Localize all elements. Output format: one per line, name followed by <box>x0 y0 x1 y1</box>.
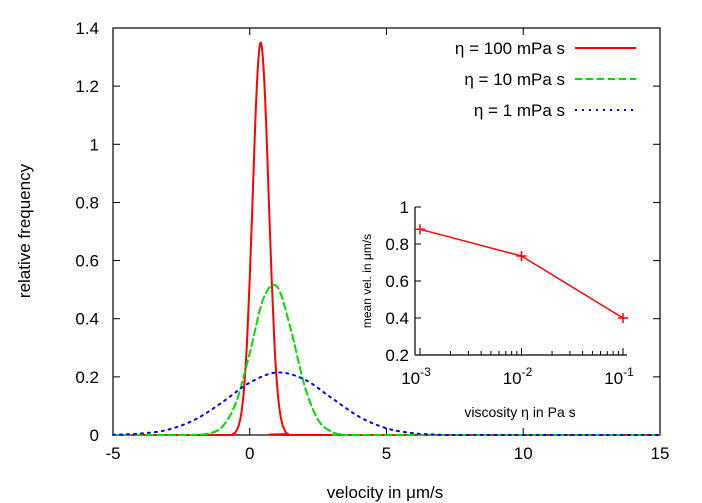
plot-frame <box>112 27 661 436</box>
inset-y-tick-label: 0.2 <box>385 346 409 365</box>
legend-label-2: η = 1 mPa s <box>474 101 565 120</box>
y-tick-label: 0.6 <box>75 252 99 271</box>
series-line-0 <box>112 41 661 437</box>
x-axis-label: velocity in μm/s <box>327 483 444 502</box>
inset-x-tick-label: 10-2 <box>503 365 533 388</box>
inset-x-tick-base: 10 <box>401 369 420 388</box>
inset-x-tick-label: 10-3 <box>401 365 431 388</box>
series-line-1 <box>112 283 661 437</box>
inset-y-tick-label: 1 <box>400 198 409 217</box>
y-tick-label: 1 <box>90 135 99 154</box>
inset-x-tick-exponent: -2 <box>522 365 533 379</box>
inset-data-point <box>516 251 527 262</box>
y-tick-label: 0.2 <box>75 368 99 387</box>
inset-series-line <box>419 228 624 319</box>
y-axis-label: relative frequency <box>15 163 34 298</box>
y-tick-label: 1.2 <box>75 77 99 96</box>
inset-y-tick-label: 0.6 <box>385 272 409 291</box>
inset-x-tick-base: 10 <box>604 369 623 388</box>
x-tick-label: 0 <box>245 444 254 463</box>
inset-x-axis-label: viscosity η in Pa s <box>464 404 575 420</box>
y-tick-label: 0.4 <box>75 310 99 329</box>
x-tick-label: 10 <box>514 444 533 463</box>
inset-data-point <box>415 224 425 235</box>
inset-y-axis-label: mean vel. in μm/s <box>360 234 374 328</box>
x-tick-label: 5 <box>382 444 391 463</box>
inset-data-point <box>618 313 628 323</box>
inset-x-tick-base: 10 <box>503 369 522 388</box>
inset-x-tick-label: 10-1 <box>604 365 634 388</box>
legend-label-0: η = 100 mPa s <box>455 39 565 58</box>
y-tick-label: 0.8 <box>75 193 99 212</box>
series-line-2 <box>112 371 661 437</box>
y-tick-label: 1.4 <box>75 19 99 38</box>
x-tick-label: 15 <box>651 444 670 463</box>
x-tick-label: -5 <box>105 444 120 463</box>
inset-x-tick-exponent: -1 <box>623 365 634 379</box>
inset-y-tick-label: 0.4 <box>385 309 409 328</box>
legend-label-1: η = 10 mPa s <box>464 70 565 89</box>
y-tick-label: 0 <box>90 426 99 445</box>
inset-x-tick-exponent: -3 <box>420 365 431 379</box>
main-plot: -5 0 5 10 15 0 0.2 0.4 0.6 0.8 1 1.2 1.4 η = 100 mPa … <box>75 19 669 463</box>
inset-y-tick-label: 0.8 <box>385 235 409 254</box>
